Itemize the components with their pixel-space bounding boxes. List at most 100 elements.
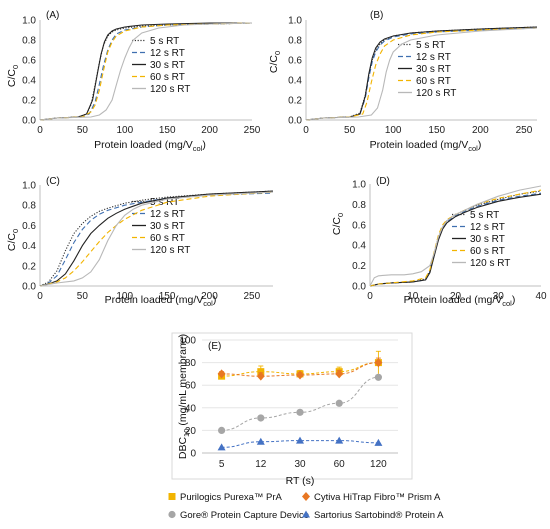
x-tick-label: 200	[472, 125, 489, 136]
x-axis-label: Protein loaded (mg/Vcol)	[370, 139, 482, 153]
y-tick-label: 0.8	[22, 36, 36, 47]
y-tick-label: 40	[185, 403, 197, 414]
legend-entry: 30 s RT	[150, 60, 185, 71]
legend-entry: 12 s RT	[470, 222, 505, 233]
legend-entry: 12 s RT	[416, 52, 451, 63]
series-trend-line	[221, 362, 379, 377]
legend-entry: Gore® Protein Capture Device	[180, 510, 309, 521]
x-tick-label: 200	[201, 125, 218, 136]
series-line-12-s-rt	[39, 22, 253, 121]
y-tick-label: 0.4	[22, 76, 36, 87]
x-tick-label: 150	[428, 125, 445, 136]
x-axis-label: Protein loaded (mg/Vcol)	[94, 139, 206, 153]
x-tick-label: 12	[255, 459, 267, 470]
legend-entry: 120 s RT	[150, 245, 190, 256]
y-tick-label: 0.6	[352, 220, 366, 231]
y-tick-label: 0.2	[352, 261, 366, 272]
y-tick-label: 0.0	[288, 116, 302, 127]
legend-entry: 60 s RT	[150, 233, 185, 244]
x-tick-label: 30	[493, 291, 505, 302]
y-tick-label: 80	[185, 358, 197, 369]
y-tick-label: 1.0	[22, 16, 36, 27]
data-point	[296, 408, 304, 416]
y-tick-label: 0.8	[22, 201, 36, 212]
y-tick-label: 0.0	[22, 116, 36, 127]
legend-entry: 60 s RT	[470, 246, 505, 257]
y-tick-label: 0.4	[22, 241, 36, 252]
series-line-120-s-rt	[369, 185, 542, 287]
series-line-120-s-rt	[305, 27, 538, 121]
y-tick-label: 1.0	[22, 181, 36, 192]
data-point	[374, 373, 382, 381]
x-tick-label: 100	[116, 291, 133, 302]
x-tick-label: 150	[159, 125, 176, 136]
data-point	[335, 436, 344, 444]
legend-entry: 60 s RT	[416, 76, 451, 87]
y-tick-label: 0.2	[288, 96, 302, 107]
panel-e: 0 20 40 60 80 100 5 12 30 60 120 (E) RT (s) DBC10 (mg…	[168, 332, 444, 521]
x-tick-label: 200	[201, 291, 218, 302]
y-tick-label: 1.0	[288, 16, 302, 27]
x-axis-label: Protein loaded (mg/Vcol)	[105, 294, 217, 308]
x-tick-label: 0	[303, 125, 309, 136]
series-line-120-s-rt	[39, 191, 274, 287]
x-axis-label: Protein loaded (mg/Vcol)	[404, 294, 516, 308]
series-line-5-s-rt	[39, 22, 253, 121]
data-point	[257, 414, 265, 422]
series-line-30-s-rt	[39, 22, 252, 121]
legend-entry: 120 s RT	[416, 88, 456, 99]
y-tick-label: 0.6	[22, 56, 36, 67]
x-tick-label: 100	[385, 125, 402, 136]
series-line-60-s-rt	[369, 189, 542, 287]
series-line-60-s-rt	[305, 27, 538, 121]
data-point	[374, 358, 383, 368]
legend-entry: 120 s RT	[470, 258, 510, 269]
legend-entry: 30 s RT	[150, 221, 185, 232]
data-point	[374, 438, 383, 446]
legend-entry: 12 s RT	[150, 48, 185, 59]
x-tick-label: 50	[77, 291, 89, 302]
panel-label: (D)	[376, 176, 390, 187]
series-trend-line	[221, 362, 379, 377]
data-point	[256, 437, 265, 445]
panel-b: 0.0 0.2 0.4 0.6 0.8 1.0 0 50 100 150 200 250 (B) C/C0…	[268, 10, 538, 153]
series-line-120-s-rt	[39, 22, 253, 121]
legend-entry: Cytiva HiTrap Fibro™ Prism A	[314, 492, 441, 503]
panel-label: (C)	[46, 176, 60, 187]
legend-entry: Sartorius Sartobind® Protein A	[314, 510, 444, 521]
data-point	[217, 443, 226, 451]
legend-marker	[168, 510, 176, 519]
y-tick-label: 0.0	[22, 282, 36, 293]
data-point	[217, 369, 226, 379]
y-tick-label: 0.2	[22, 96, 36, 107]
panel-label: (B)	[370, 10, 383, 21]
panel-a: 0.0 0.2 0.4 0.6 0.8 1.0 0 50 100 150 200 250 (A) C/C0…	[6, 10, 261, 153]
x-tick-label: 10	[407, 291, 419, 302]
x-tick-label: 50	[77, 125, 89, 136]
legend-entry: 60 s RT	[150, 72, 185, 83]
x-tick-label: 30	[294, 459, 306, 470]
series-trend-line	[221, 440, 379, 448]
data-point	[296, 370, 304, 380]
series-line-5-s-rt	[39, 190, 274, 287]
x-tick-label: 250	[516, 125, 533, 136]
x-tick-label: 250	[243, 291, 260, 302]
series-line-60-s-rt	[39, 22, 253, 121]
y-tick-label: 0	[190, 449, 196, 460]
legend-entry: 30 s RT	[416, 64, 451, 75]
legend-entry: 5 s RT	[416, 40, 445, 51]
series-line-30-s-rt	[39, 190, 274, 287]
panel-label: (A)	[46, 10, 59, 21]
series-line-12-s-rt	[369, 192, 542, 287]
y-tick-label: 60	[185, 381, 197, 392]
x-tick-label: 60	[334, 459, 346, 470]
data-point	[335, 369, 344, 379]
y-axis-label: C/C0	[268, 51, 282, 73]
y-axis-label: C/C0	[6, 229, 20, 251]
y-tick-label: 0.4	[352, 241, 366, 252]
data-point	[218, 426, 226, 434]
data-point	[257, 368, 265, 376]
series-line-60-s-rt	[39, 191, 274, 287]
y-tick-label: 20	[185, 426, 197, 437]
